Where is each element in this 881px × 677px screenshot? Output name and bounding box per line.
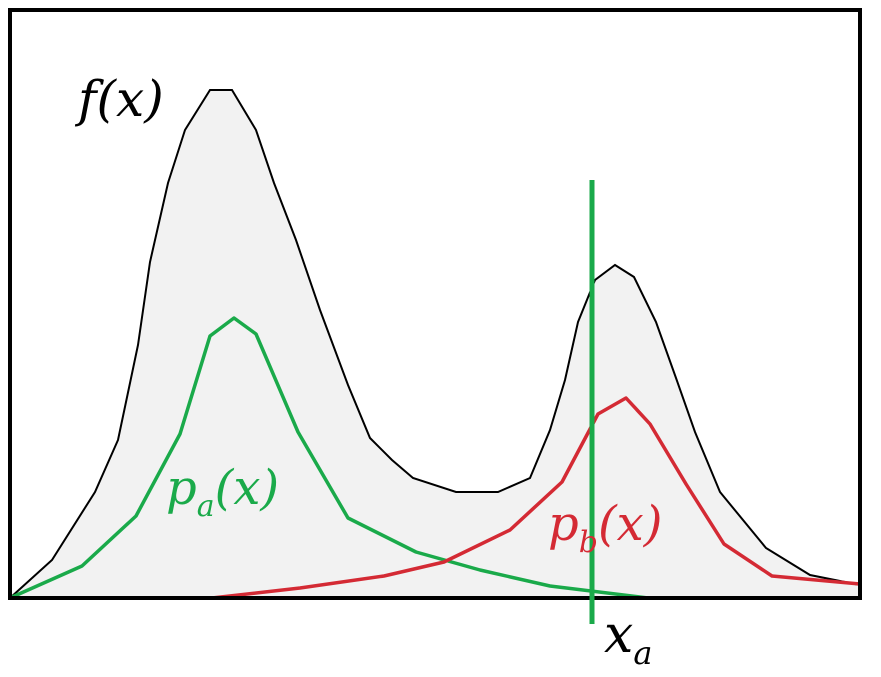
xa-label-base: x — [604, 605, 633, 665]
pa-label-base: p — [166, 460, 197, 516]
f-label: f(x) — [74, 70, 164, 128]
f-label-text: f(x) — [74, 70, 164, 128]
pa-label-sub: a — [197, 489, 215, 524]
pb-curve — [211, 396, 861, 600]
xa-label-sub: a — [633, 634, 652, 672]
pa-label-rest: (x) — [215, 460, 280, 516]
pa-label: pa(x) — [166, 460, 279, 524]
plot-frame — [8, 8, 862, 600]
xa-label: xa — [604, 605, 652, 672]
pb-label-sub: b — [579, 525, 598, 560]
f-curve-area — [10, 90, 860, 598]
pa-curve — [9, 316, 649, 600]
pb-label-rest: (x) — [598, 496, 663, 552]
pb-label: pb(x) — [548, 496, 662, 560]
f-curve — [9, 89, 861, 599]
pb-label-base: p — [548, 496, 579, 552]
